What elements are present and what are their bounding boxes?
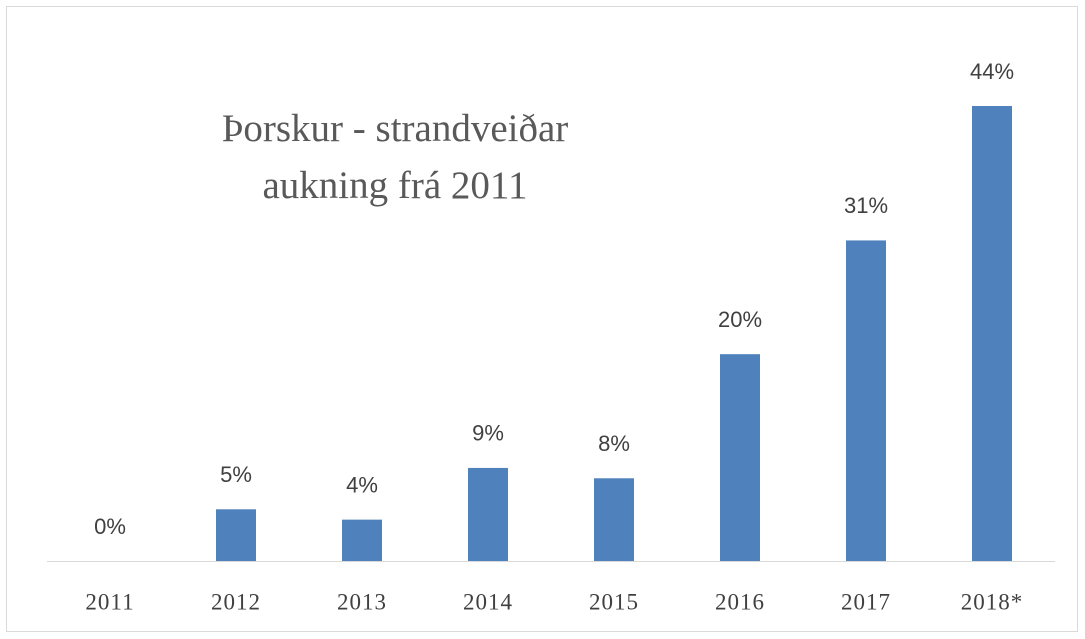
data-label: 4% — [346, 472, 378, 497]
x-tick-label: 2014 — [463, 589, 513, 614]
bar — [720, 354, 760, 561]
chart-border — [6, 6, 1078, 632]
data-label: 20% — [718, 307, 762, 332]
chart-title: Þorskur - strandveiðar — [222, 107, 569, 150]
bar — [594, 478, 634, 561]
data-label: 44% — [970, 59, 1014, 84]
chart-title: aukning frá 2011 — [263, 164, 528, 207]
data-label: 0% — [94, 514, 126, 539]
data-label: 5% — [220, 462, 252, 487]
x-tick-label: 2016 — [715, 589, 765, 614]
bar — [216, 509, 256, 561]
x-tick-label: 2017 — [841, 589, 891, 614]
x-tick-label: 2012 — [211, 589, 261, 614]
data-label: 9% — [472, 421, 504, 446]
x-tick-label: 2013 — [337, 589, 387, 614]
bar — [846, 240, 886, 561]
x-tick-label: 2015 — [589, 589, 639, 614]
bar — [342, 519, 382, 561]
data-label: 31% — [844, 193, 888, 218]
bar — [972, 106, 1012, 561]
bar — [468, 467, 508, 561]
x-tick-label: 2011 — [85, 589, 134, 614]
x-tick-label: 2018* — [961, 589, 1024, 614]
data-label: 8% — [598, 431, 630, 456]
